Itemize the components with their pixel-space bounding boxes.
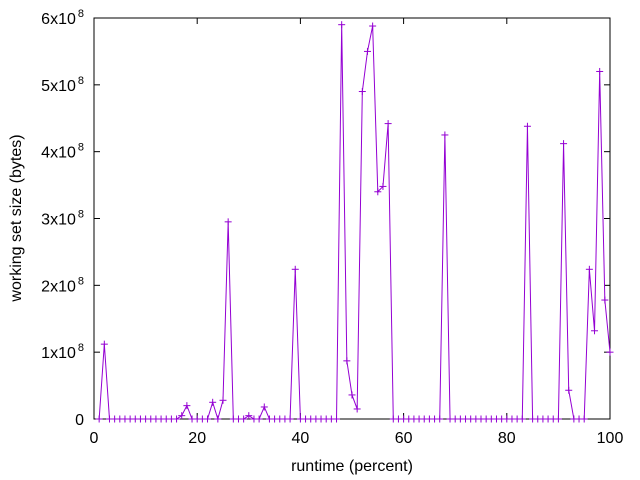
data-point <box>338 21 346 29</box>
y-tick-label-exponent: 8 <box>78 209 84 221</box>
data-point <box>95 415 103 423</box>
data-point <box>348 391 356 399</box>
x-tick-label: 80 <box>498 430 516 447</box>
data-point <box>255 415 263 423</box>
y-tick-label: 4x10 8 <box>41 142 84 162</box>
y-tick-label: 2x10 8 <box>41 275 84 295</box>
y-tick-label-exponent: 8 <box>78 275 84 287</box>
y-tick-label-base: 4x10 <box>41 145 76 162</box>
data-point <box>560 140 568 148</box>
y-tick-label-base: 2x10 <box>41 278 76 295</box>
data-point <box>565 386 573 394</box>
data-point <box>214 415 222 423</box>
data-point <box>358 88 366 96</box>
data-point <box>178 412 186 420</box>
y-tick-label: 1x10 8 <box>41 342 84 362</box>
data-point <box>291 265 299 273</box>
data-point <box>374 188 382 196</box>
data-point <box>523 122 531 130</box>
y-tick-label-exponent: 8 <box>78 142 84 154</box>
y-tick-label: 0 <box>75 412 84 429</box>
data-point <box>173 415 181 423</box>
x-tick-label: 20 <box>188 430 206 447</box>
y-tick-label: 5x10 8 <box>41 75 84 95</box>
x-tick-label: 100 <box>597 430 624 447</box>
data-point <box>580 415 588 423</box>
data-point <box>379 182 387 190</box>
data-point <box>209 398 217 406</box>
y-tick-label-exponent: 8 <box>78 75 84 87</box>
data-point <box>333 415 341 423</box>
data-point <box>260 403 268 411</box>
series-points <box>95 21 614 423</box>
data-point <box>518 415 526 423</box>
data-point <box>353 405 361 413</box>
data-point <box>204 415 212 423</box>
data-point <box>100 340 108 348</box>
y-tick-label: 6x10 8 <box>41 8 84 28</box>
data-point <box>585 265 593 273</box>
data-point <box>436 415 444 423</box>
y-axis-label: working set size (bytes) <box>8 134 25 302</box>
data-point <box>606 348 614 356</box>
data-point <box>554 415 562 423</box>
series-line <box>98 24 611 421</box>
data-point <box>596 67 604 75</box>
y-tick-label-base: 6x10 <box>41 11 76 28</box>
x-tick-label: 0 <box>90 430 99 447</box>
data-point <box>219 396 227 404</box>
data-point <box>224 218 232 226</box>
data-point <box>343 357 351 365</box>
data-point <box>245 412 253 420</box>
data-point <box>369 22 377 30</box>
data-point <box>183 402 191 410</box>
x-axis-label: runtime (percent) <box>291 458 413 475</box>
y-tick-label-base: 0 <box>75 412 84 429</box>
data-point <box>591 327 599 335</box>
plot-frame <box>93 17 611 420</box>
y-tick-label-base: 1x10 <box>41 345 76 362</box>
y-tick-label-base: 3x10 <box>41 212 76 229</box>
x-tick-label: 60 <box>395 430 413 447</box>
x-tick-label: 40 <box>292 430 310 447</box>
data-point <box>441 131 449 139</box>
y-tick-label-exponent: 8 <box>78 8 84 20</box>
data-point <box>384 120 392 128</box>
data-point <box>286 415 294 423</box>
data-point <box>601 296 609 304</box>
y-tick-label-exponent: 8 <box>78 342 84 354</box>
data-point <box>240 415 248 423</box>
x-axis-ticks: 0 20 40 60 80 100 <box>90 18 624 447</box>
y-tick-label-base: 5x10 <box>41 78 76 95</box>
data-point <box>363 47 371 55</box>
y-tick-label: 3x10 8 <box>41 209 84 229</box>
